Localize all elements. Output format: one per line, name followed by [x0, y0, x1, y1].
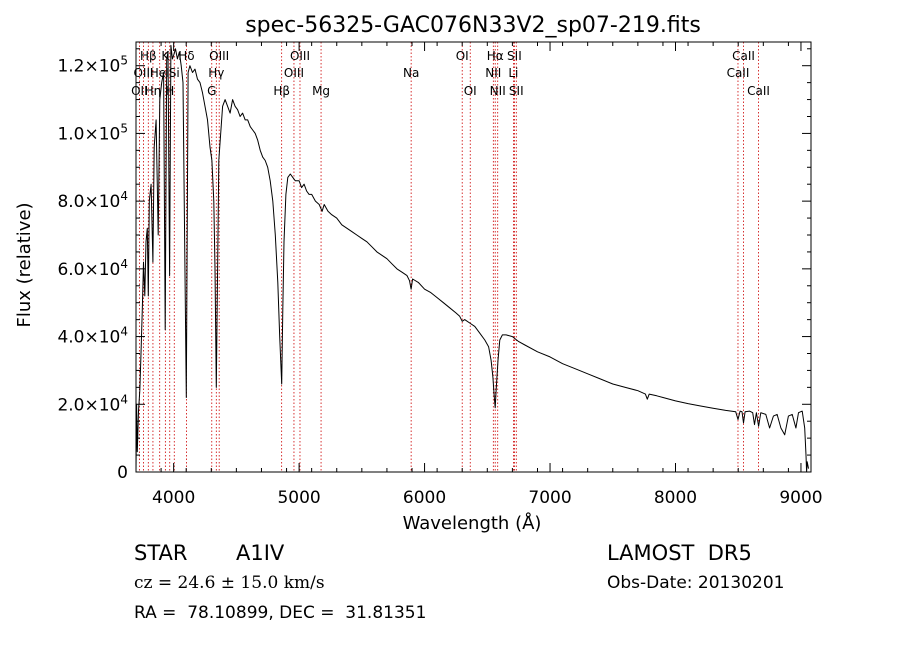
spectral-line-label: SII — [509, 84, 524, 98]
spectral-line-label: OI — [464, 84, 477, 98]
y-tick-label: 2.0×104 — [57, 392, 128, 415]
y-tick-label: 8.0×104 — [57, 189, 128, 212]
spectral-line-label: Si — [169, 66, 180, 80]
spectral-line-labels: Hβ OII OIII Hη HeI K H Si Hδ OIII Hγ G Hβ OIII OIII Mg N… — [131, 49, 770, 98]
spectral-line-label: Na — [403, 66, 419, 80]
x-tick-label: 8000 — [654, 488, 697, 508]
y-axis-label: Flux (relative) — [14, 202, 35, 327]
spectrum-series — [135, 44, 809, 473]
spectral-line-label: Hα — [487, 49, 504, 63]
spectral-line-label: Hβ — [140, 49, 157, 63]
x-tick-label: 7000 — [528, 488, 571, 508]
spectral-line-label: SII — [507, 49, 522, 63]
spectral-line-label: G — [207, 84, 216, 98]
spectral-line-label: Mg — [312, 84, 330, 98]
redshift-velocity: cz = 24.6 ± 15.0 km/s — [134, 573, 325, 593]
chart-title: spec-56325-GAC076N33V2_sp07-219.fits — [245, 13, 701, 38]
spectral-line-label: OIII — [284, 66, 304, 80]
object-subclass: A1IV — [236, 541, 285, 565]
x-tick-label: 6000 — [403, 488, 446, 508]
y-tick-label: 1.0×105 — [57, 121, 128, 144]
spectral-line-markers — [138, 42, 759, 472]
observation-date: Obs-Date: 20130201 — [607, 573, 785, 593]
y-tick-label: 4.0×104 — [57, 325, 128, 348]
spectral-line-label: OIII — [290, 49, 310, 63]
spectral-line-label: OI — [456, 49, 469, 63]
x-tick-label: 5000 — [277, 488, 320, 508]
spectral-line-label: NII — [485, 66, 501, 80]
spectral-line-label: HeI — [150, 66, 170, 80]
spectral-line-label: Hδ — [178, 49, 194, 63]
ra-dec-coordinates: RA = 78.10899, DEC = 31.81351 — [134, 603, 427, 623]
spectral-line-label: K — [161, 49, 170, 63]
spectral-line-label: Hγ — [208, 66, 224, 80]
plot-frame — [135, 41, 812, 473]
spectral-line-label: Hβ — [273, 84, 290, 98]
spectral-line-label: Hη — [145, 84, 162, 98]
spectral-line-label: Li — [508, 66, 518, 80]
spectrum-line — [135, 44, 809, 473]
spectral-line-label: H — [165, 84, 174, 98]
x-tick-label: 9000 — [779, 488, 822, 508]
x-axis-label: Wavelength (Å) — [403, 512, 542, 534]
y-tick-label: 1.2×105 — [57, 54, 128, 77]
y-tick-label: 0 — [117, 463, 128, 483]
object-type: STAR — [134, 541, 188, 565]
spectral-line-label: OII — [131, 84, 148, 98]
y-axis-ticks: 0 2.0×104 4.0×104 6.0×104 8.0×104 1.0×105 1.2×… — [57, 48, 811, 483]
spectral-line-label: CaII — [727, 66, 750, 80]
survey-name: LAMOST DR5 — [607, 541, 752, 565]
x-axis-ticks: 4000 5000 6000 7000 8000 9000 — [135, 42, 823, 508]
y-tick-label: 6.0×104 — [57, 257, 128, 280]
spectral-line-label: OIII — [209, 49, 229, 63]
spectral-line-label: CaII — [732, 49, 755, 63]
spectral-line-label: OIII — [133, 66, 153, 80]
x-tick-label: 4000 — [152, 488, 195, 508]
spectral-line-label: CaII — [747, 84, 770, 98]
spectral-line-label: NII — [490, 84, 506, 98]
